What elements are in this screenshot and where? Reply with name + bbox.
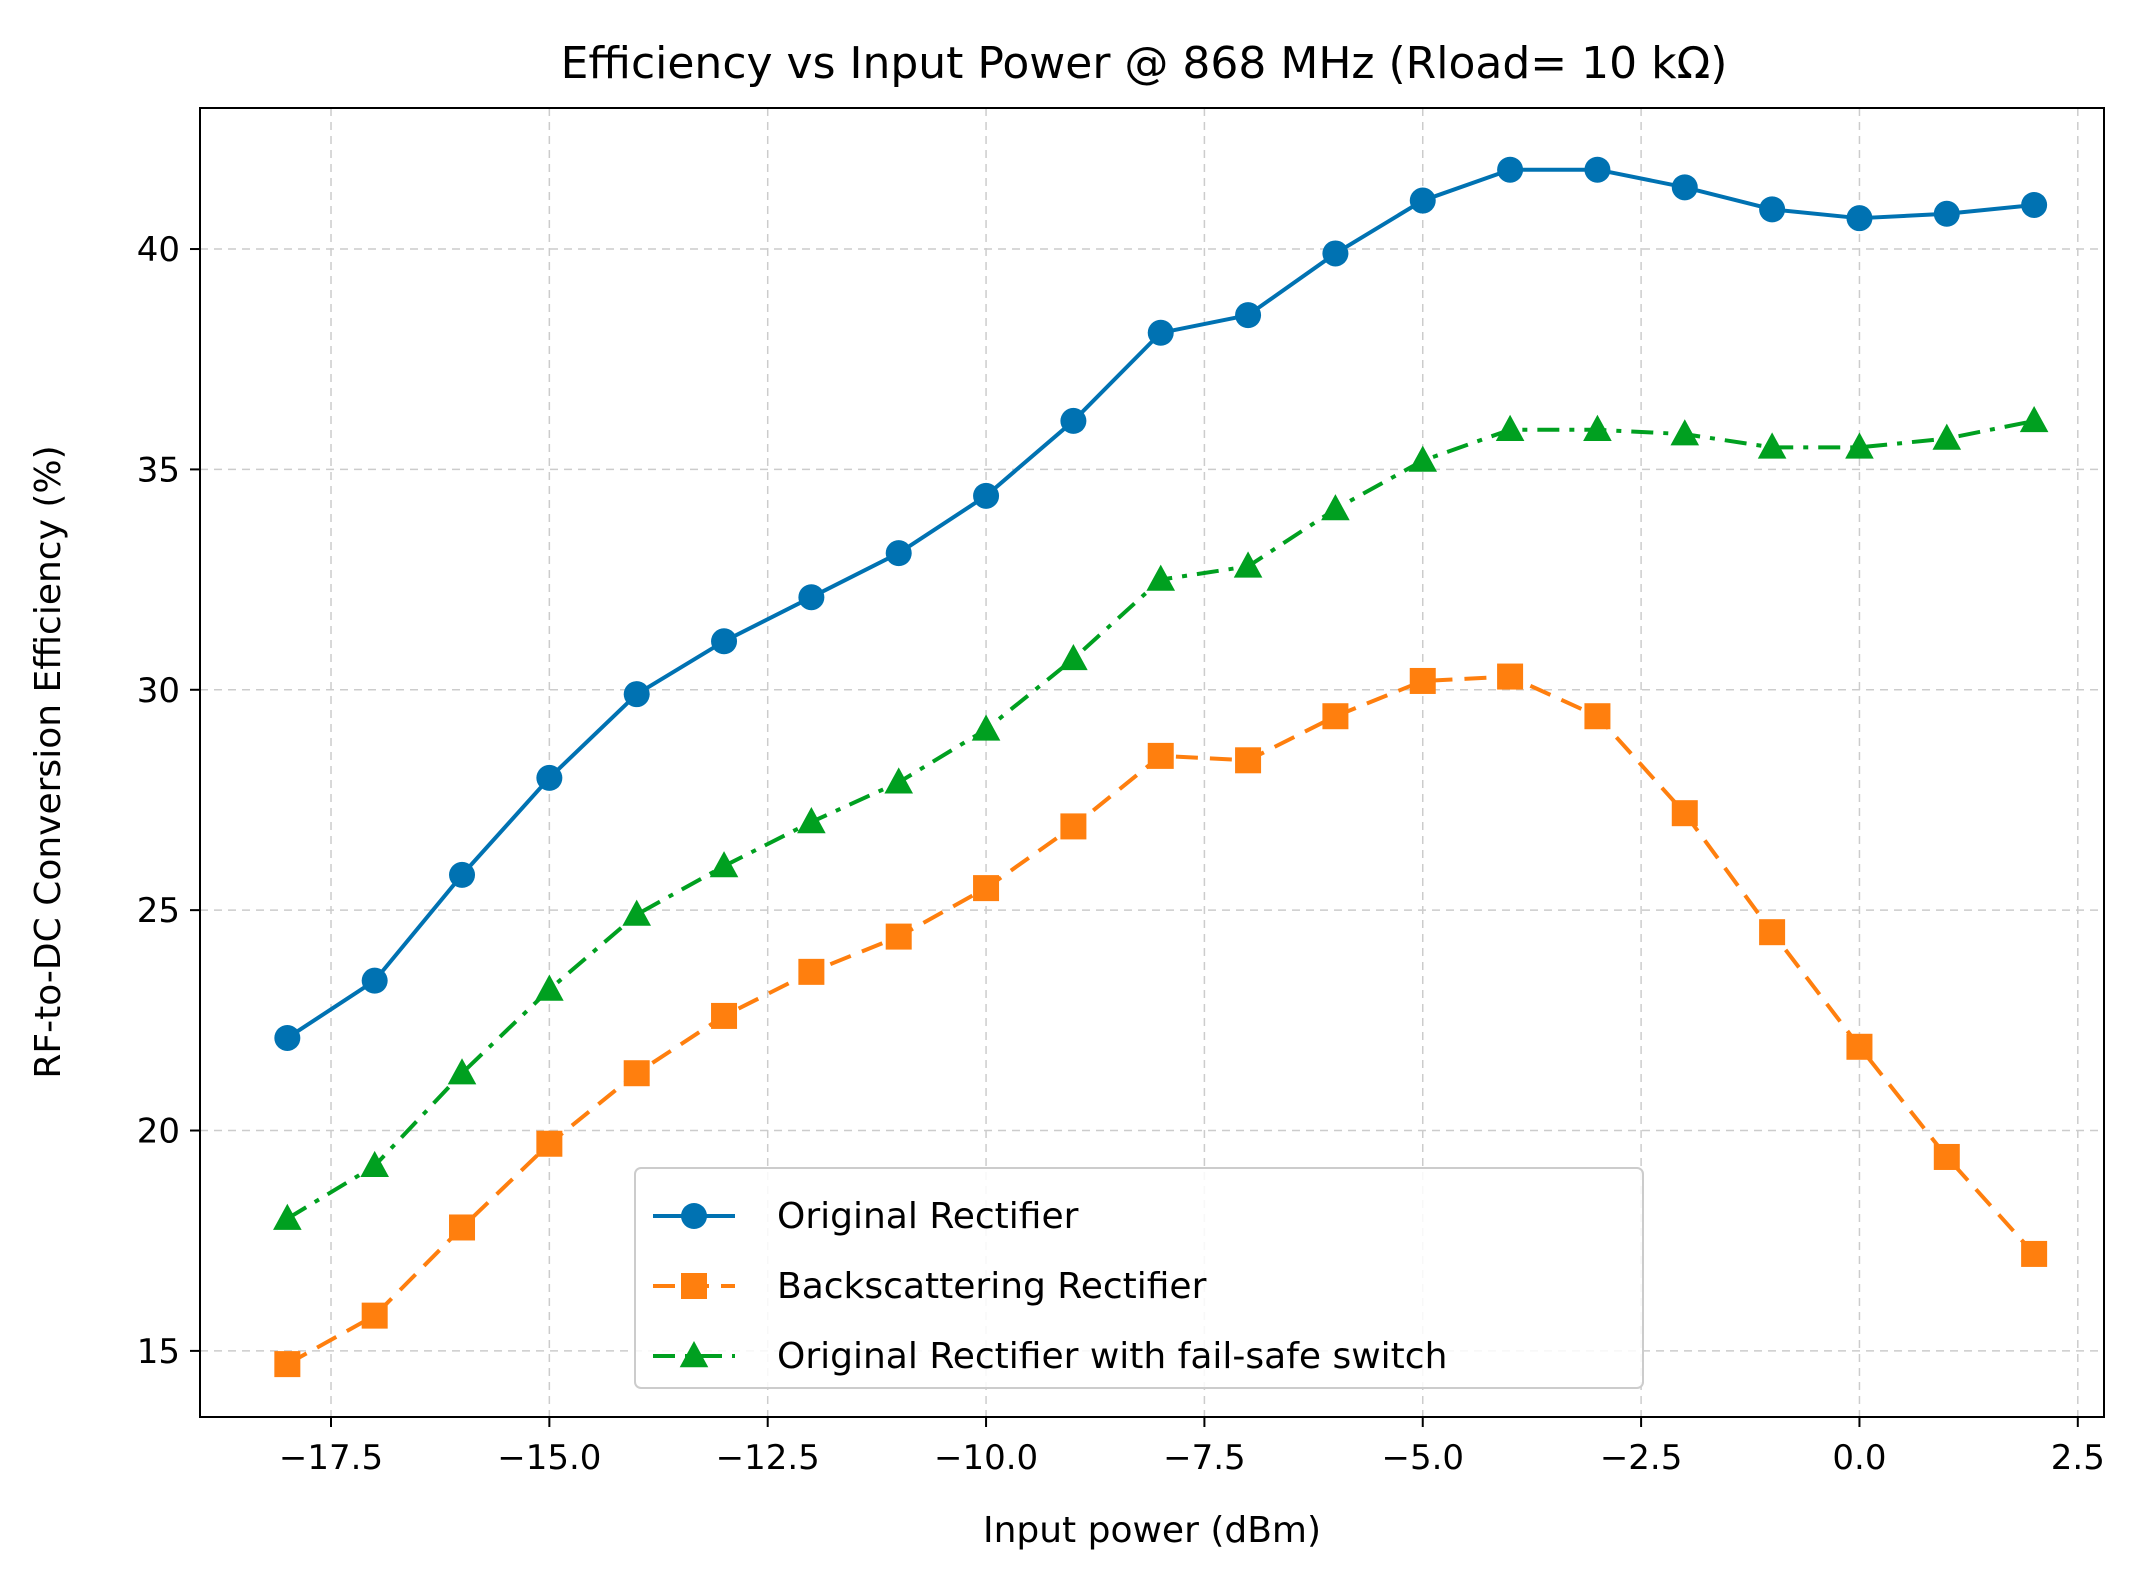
y-tick-label: 20 (137, 1112, 180, 1152)
data-point (1933, 1143, 1960, 1170)
data-point (1408, 445, 1438, 472)
data-point (885, 540, 912, 567)
data-point (1495, 414, 1525, 441)
data-point (1060, 407, 1087, 434)
x-tick-label: −5.0 (1381, 1438, 1464, 1478)
series-line (286, 418, 2035, 1221)
data-point (884, 767, 914, 794)
data-point (1584, 156, 1611, 183)
data-point (535, 974, 564, 1001)
data-point (711, 628, 738, 655)
data-point (1671, 800, 1698, 827)
data-point (971, 714, 1001, 741)
x-tick-label: −7.5 (1163, 1438, 1246, 1478)
x-tick-label: 0.0 (1832, 1438, 1886, 1478)
data-point (1147, 319, 1174, 346)
data-point (1846, 1033, 1873, 1060)
x-axis-label: Input power (dBm) (983, 1510, 1321, 1551)
data-point (361, 1302, 388, 1329)
data-point (1497, 663, 1524, 690)
y-axis: 15 20 25 30 35 40 (137, 230, 200, 1372)
data-point (1845, 432, 1874, 459)
data-point (1322, 703, 1349, 730)
series-layer (273, 156, 2049, 1378)
series-1 (274, 663, 2048, 1378)
data-point (2021, 191, 2048, 218)
data-point (2019, 405, 2049, 433)
legend: Original Rectifier Backscattering Rectifi… (634, 1167, 1644, 1389)
data-point (885, 923, 912, 950)
data-point (449, 861, 476, 888)
y-tick-label: 30 (137, 671, 180, 711)
data-point (274, 1351, 301, 1378)
series-2 (273, 405, 2049, 1230)
data-point (447, 1058, 477, 1085)
legend-box (634, 1167, 1644, 1389)
x-tick-label: −17.5 (279, 1438, 383, 1478)
data-point (536, 1130, 563, 1157)
data-point (1584, 703, 1611, 730)
data-point (1233, 551, 1263, 578)
data-point (1146, 564, 1176, 591)
legend-marker (679, 1341, 709, 1368)
data-point (1060, 813, 1087, 840)
data-point (1321, 494, 1350, 521)
data-point (449, 1214, 476, 1241)
data-point (536, 764, 563, 791)
data-point (1933, 200, 1960, 227)
y-tick-label: 35 (137, 450, 180, 490)
data-point (973, 875, 1000, 902)
data-point (1409, 667, 1436, 694)
data-point (1846, 205, 1873, 232)
x-tick-label: −12.5 (716, 1438, 820, 1478)
data-point (1671, 174, 1698, 201)
data-point (623, 1060, 650, 1087)
data-point (1757, 432, 1787, 459)
data-point (711, 1002, 738, 1029)
data-point (1670, 419, 1700, 446)
data-point (798, 958, 825, 985)
series-0 (274, 156, 2048, 1051)
y-axis-label: RF-to-DC Conversion Efficiency (%) (28, 445, 69, 1078)
data-point (274, 1024, 301, 1051)
data-point (622, 899, 651, 926)
data-point (1497, 156, 1524, 183)
data-point (1235, 302, 1262, 329)
data-point (1759, 919, 1786, 946)
data-point (1322, 240, 1349, 267)
x-tick-label: −15.0 (497, 1438, 601, 1478)
data-point (1759, 196, 1786, 223)
data-point (1409, 187, 1436, 214)
legend-marker (681, 1273, 707, 1299)
data-point (1147, 742, 1174, 769)
legend-label: Backscattering Rectifier (777, 1266, 1207, 1307)
data-point (360, 1150, 389, 1177)
data-point (973, 482, 1000, 509)
legend-marker (681, 1203, 707, 1229)
data-point (361, 967, 388, 994)
chart-title: Efficiency vs Input Power @ 868 MHz (Rlo… (561, 38, 1728, 89)
grid (200, 108, 2104, 1417)
data-point (1932, 423, 1962, 450)
y-tick-label: 40 (137, 230, 180, 270)
x-tick-label: −2.5 (1600, 1438, 1683, 1478)
data-point (709, 851, 739, 878)
x-tick-label: 2.5 (2051, 1438, 2105, 1478)
x-tick-label: −10.0 (934, 1438, 1038, 1478)
data-point (1059, 643, 1088, 671)
data-point (623, 681, 650, 708)
legend-label: Original Rectifier (777, 1196, 1079, 1237)
legend-label: Original Rectifier with fail-safe switch (777, 1336, 1447, 1377)
data-point (797, 807, 826, 834)
x-axis: −17.5 −15.0 −12.5 −10.0 −7.5 −5.0 −2.5 0.0 2.5 (279, 1417, 2105, 1478)
data-point (273, 1203, 302, 1230)
data-point (1235, 747, 1262, 774)
data-point (2021, 1240, 2048, 1267)
plot-frame (199, 107, 2105, 1418)
y-tick-label: 15 (137, 1332, 180, 1372)
data-point (1583, 414, 1612, 441)
data-point (798, 584, 825, 611)
y-tick-label: 25 (137, 891, 180, 931)
